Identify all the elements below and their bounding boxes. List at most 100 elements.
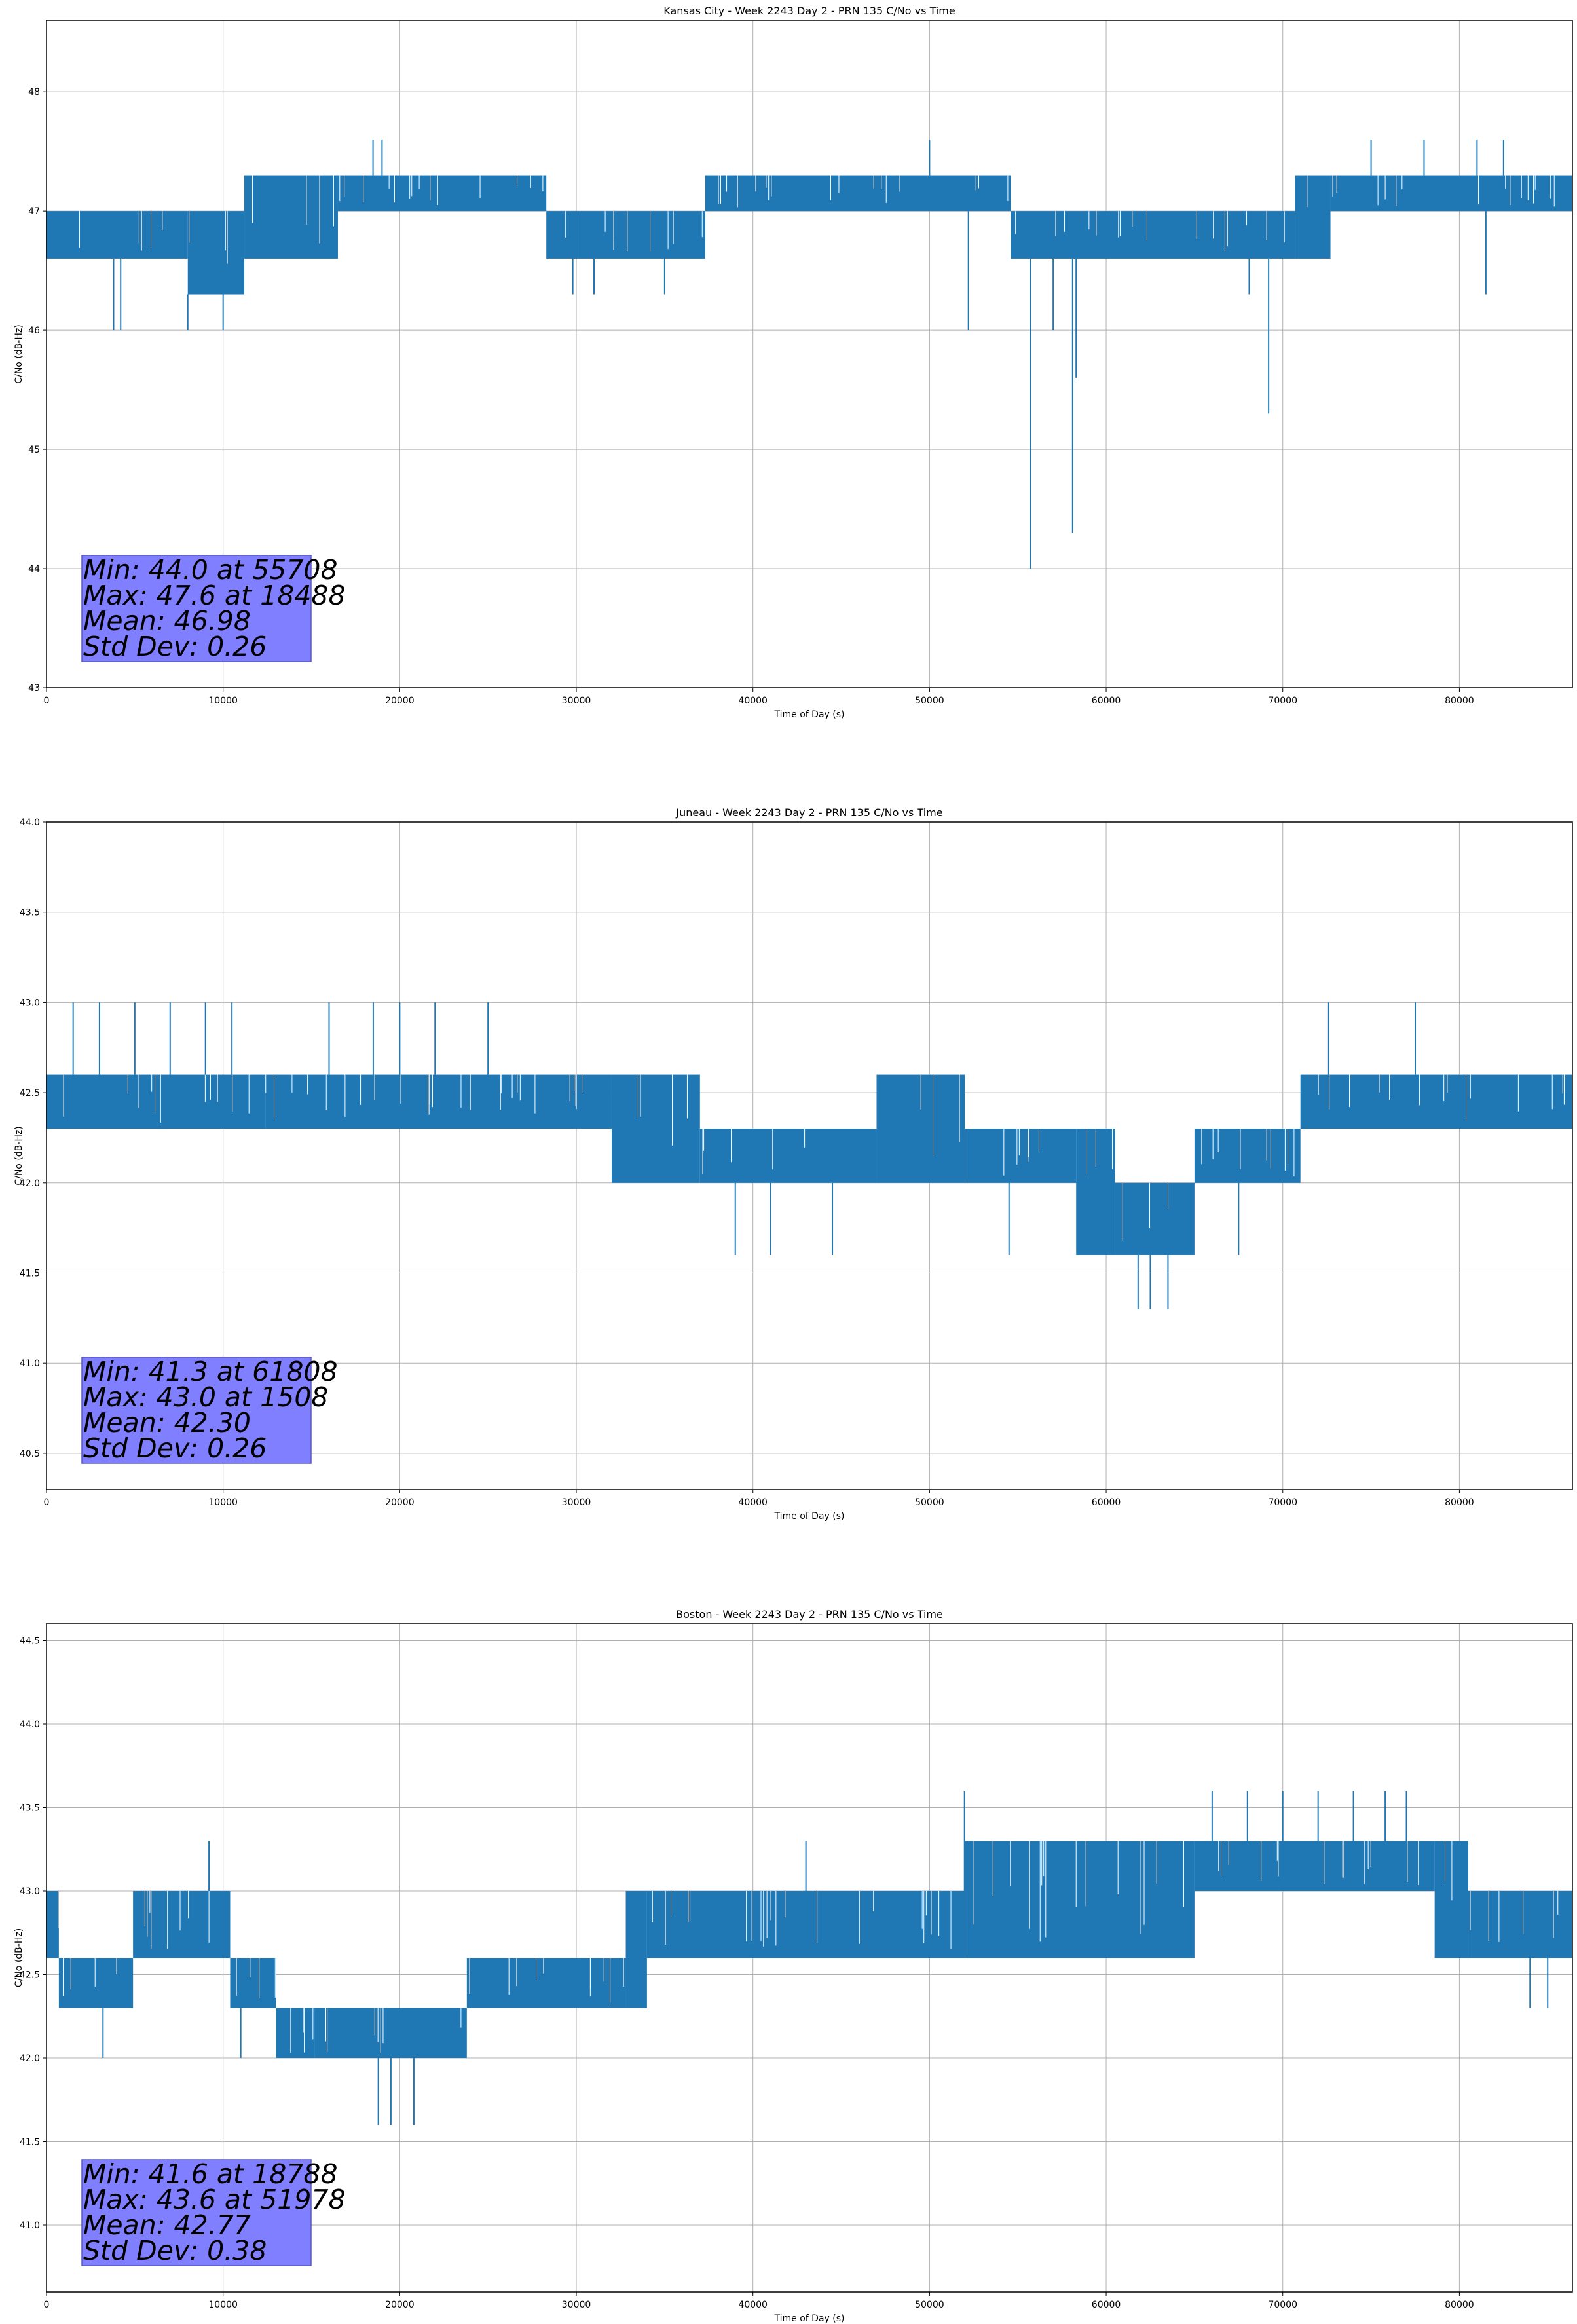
y-tick-label: 40.5	[20, 1449, 40, 1459]
x-tick-label: 30000	[562, 696, 591, 706]
y-tick-label: 44.0	[20, 1719, 40, 1730]
stats-line: Mean: 42.30	[83, 1407, 251, 1438]
stats-line: Max: 47.6 at 18488	[83, 580, 346, 611]
data-band	[975, 175, 1011, 212]
chart-title: Kansas City - Week 2243 Day 2 - PRN 135 …	[663, 5, 955, 17]
data-band	[230, 1958, 276, 2008]
chart-panel-2: 0 10000 20000 30000 40000 50000 60000 70000 8000…	[14, 806, 1573, 1522]
x-tick-label: 60000	[1092, 1497, 1121, 1508]
axes-frame	[46, 1623, 1573, 2293]
axes-frame	[46, 821, 1573, 1490]
y-tick-label: 43.0	[20, 998, 40, 1008]
x-tick-label: 60000	[1092, 2300, 1121, 2310]
stats-line: Min: 44.0 at 55708	[83, 554, 338, 586]
y-tick-label: 41.5	[20, 2137, 40, 2148]
y-tick-label: 42.0	[20, 1178, 40, 1189]
data-band	[1468, 1891, 1572, 1958]
y-tick-label: 42.0	[20, 2053, 40, 2064]
x-tick-label: 80000	[1445, 2300, 1474, 2310]
x-tick-label: 10000	[208, 2300, 238, 2310]
data-band	[46, 1891, 59, 1958]
data-band	[646, 1891, 965, 1958]
x-tick-label: 10000	[208, 1497, 238, 1508]
data-band	[611, 1074, 700, 1183]
data-band	[187, 211, 245, 295]
x-tick-label: 80000	[1445, 1497, 1474, 1508]
x-tick-label: 40000	[738, 2300, 768, 2310]
stats-line: Min: 41.6 at 18788	[83, 2158, 338, 2190]
y-tick-label: 43.5	[20, 908, 40, 918]
x-tick-label: 50000	[915, 1497, 944, 1508]
y-tick-label: 48	[28, 87, 40, 98]
x-tick-label: 0	[44, 696, 50, 706]
y-tick-label: 42.5	[20, 1088, 40, 1098]
stats-line: Max: 43.6 at 51978	[83, 2184, 346, 2215]
x-tick-label: 80000	[1445, 696, 1474, 706]
stats-line: Std Dev: 0.26	[83, 1433, 267, 1464]
x-axis-label: Time of Day (s)	[774, 1511, 845, 1522]
x-tick-label: 20000	[385, 696, 415, 706]
stats-line: Mean: 46.98	[83, 605, 251, 637]
stats-line: Min: 41.3 at 61808	[83, 1356, 338, 1387]
data-band	[1194, 1129, 1301, 1183]
data-band	[244, 175, 338, 259]
chart-panel-3: 0 10000 20000 30000 40000 50000 60000 70000 8000…	[14, 1608, 1573, 2324]
x-tick-label: 0	[44, 2300, 50, 2310]
data-band	[705, 175, 976, 212]
x-tick-label: 50000	[915, 2300, 944, 2310]
axes-frame	[46, 20, 1573, 688]
y-axis-label: C/No (dB-Hz)	[14, 1126, 24, 1185]
data-band	[133, 1891, 231, 1958]
stats-box	[81, 2159, 312, 2266]
stats-line: Std Dev: 0.38	[83, 2235, 267, 2266]
stats-line: Std Dev: 0.26	[83, 631, 267, 662]
y-tick-label: 45	[28, 445, 40, 455]
data-band	[625, 1891, 647, 2008]
y-tick-label: 44	[28, 564, 40, 574]
data-band	[965, 1129, 1077, 1183]
chart-title: Juneau - Week 2243 Day 2 - PRN 135 C/No …	[675, 806, 942, 819]
x-tick-label: 30000	[562, 2300, 591, 2310]
x-tick-label: 40000	[738, 696, 768, 706]
x-axis-label: Time of Day (s)	[774, 2314, 845, 2324]
x-tick-label: 40000	[738, 1497, 768, 1508]
y-tick-label: 47	[28, 206, 40, 217]
x-tick-label: 20000	[385, 2300, 415, 2310]
stats-box	[81, 555, 312, 662]
y-tick-label: 41.5	[20, 1269, 40, 1279]
data-band	[337, 175, 547, 212]
stats-box	[81, 1357, 312, 1464]
data-band	[1300, 1074, 1572, 1129]
x-axis-label: Time of Day (s)	[774, 709, 845, 720]
data-band	[580, 211, 705, 259]
stats-line: Max: 43.0 at 1508	[83, 1381, 329, 1413]
data-band	[699, 1129, 877, 1183]
chart-panel-1: 0 10000 20000 30000 40000 50000 60000 70000 8000…	[14, 5, 1573, 720]
data-band	[1011, 211, 1295, 259]
y-axis-label: C/No (dB-Hz)	[14, 1928, 24, 1987]
x-tick-label: 20000	[385, 1497, 415, 1508]
data-band	[276, 2008, 315, 2058]
stats-line: Mean: 42.77	[83, 2209, 251, 2241]
data-band	[314, 2008, 467, 2058]
y-tick-label: 44.0	[20, 817, 40, 828]
y-tick-label: 46	[28, 326, 40, 336]
y-tick-label: 44.5	[20, 1636, 40, 1647]
y-tick-label: 43	[28, 683, 40, 694]
data-band	[466, 1958, 626, 2008]
x-tick-label: 30000	[562, 1497, 591, 1508]
data-band	[1115, 1182, 1195, 1255]
data-band	[965, 1841, 1195, 1958]
data-band	[1434, 1841, 1468, 1958]
x-tick-label: 60000	[1092, 696, 1121, 706]
x-tick-label: 70000	[1268, 2300, 1297, 2310]
y-axis-label: C/No (dB-Hz)	[14, 324, 24, 383]
y-tick-label: 41.0	[20, 2221, 40, 2231]
x-tick-label: 0	[44, 1497, 50, 1508]
data-band	[46, 211, 188, 259]
data-band	[1295, 175, 1331, 259]
data-band	[265, 1074, 612, 1129]
x-tick-label: 70000	[1268, 1497, 1297, 1508]
x-tick-label: 10000	[208, 696, 238, 706]
data-band	[1194, 1841, 1435, 1891]
